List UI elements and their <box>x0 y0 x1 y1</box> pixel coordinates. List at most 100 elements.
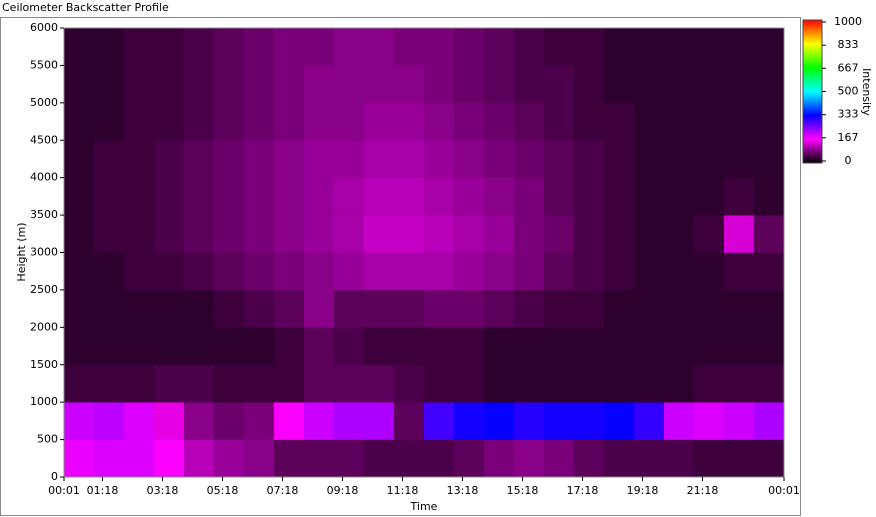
y-tick-label: 3000 <box>30 246 58 259</box>
x-tick-label: 19:18 <box>627 484 659 497</box>
heatmap-cell <box>724 289 755 328</box>
heatmap-cell <box>694 177 725 216</box>
heatmap-cell <box>634 102 665 141</box>
heatmap-cell <box>184 402 215 440</box>
heatmap-cell <box>664 28 695 66</box>
heatmap-cell <box>664 102 695 141</box>
heatmap-cell <box>334 28 365 66</box>
heatmap-cell <box>304 28 335 66</box>
heatmap-cell <box>244 140 275 178</box>
chart-title: Ceilometer Backscatter Profile <box>2 1 169 14</box>
heatmap-cell <box>334 364 365 403</box>
heatmap-cell <box>154 215 185 253</box>
heatmap-cell <box>694 439 725 478</box>
heatmap-cell <box>304 364 335 403</box>
heatmap-cell <box>64 402 95 440</box>
x-tick-label: 11:18 <box>387 484 419 497</box>
heatmap-cell <box>154 28 185 66</box>
heatmap-cell <box>94 215 125 253</box>
heatmap-cell <box>214 439 245 478</box>
heatmap-cell <box>574 402 605 440</box>
heatmap-cell <box>664 252 695 291</box>
heatmap-cell <box>604 177 635 216</box>
heatmap-cell <box>64 439 95 478</box>
heatmap-cell <box>634 140 665 178</box>
colorbar-label: Intensity <box>860 68 873 116</box>
heatmap-cell <box>574 364 605 403</box>
heatmap-cell <box>124 65 155 104</box>
heatmap-cell <box>604 102 635 141</box>
heatmap-cell <box>274 402 305 440</box>
heatmap-cell <box>424 327 455 366</box>
heatmap-cell <box>64 364 95 403</box>
heatmap-cell <box>244 65 275 104</box>
heatmap-cell <box>244 252 275 291</box>
heatmap-cell <box>574 140 605 178</box>
heatmap-cell <box>454 402 485 440</box>
heatmap-cell <box>334 402 365 440</box>
heatmap-cell <box>604 289 635 328</box>
heatmap-cell <box>724 102 755 141</box>
heatmap-cell <box>544 65 575 104</box>
heatmap-cell <box>124 140 155 178</box>
heatmap-cell <box>754 28 785 66</box>
heatmap-cell <box>604 364 635 403</box>
heatmap-cell <box>244 289 275 328</box>
heatmap-cell <box>694 252 725 291</box>
heatmap-cell <box>184 327 215 366</box>
heatmap-cell <box>424 177 455 216</box>
heatmap-cell <box>754 252 785 291</box>
heatmap-cell <box>754 327 785 366</box>
heatmap-cell <box>214 28 245 66</box>
heatmap-cell <box>634 252 665 291</box>
colorbar-tick-label: 667 <box>838 61 859 74</box>
heatmap-cell <box>364 140 395 178</box>
heatmap-cell <box>184 439 215 478</box>
heatmap-cell <box>424 140 455 178</box>
heatmap-cell <box>604 252 635 291</box>
heatmap-cell <box>394 102 425 141</box>
heatmap-cell <box>604 65 635 104</box>
heatmap-cell <box>574 177 605 216</box>
heatmap-cell <box>484 215 515 253</box>
heatmap-cell <box>664 402 695 440</box>
heatmap-cell <box>124 289 155 328</box>
heatmap-cell <box>664 289 695 328</box>
heatmap-cell <box>454 140 485 178</box>
heatmap-cell <box>694 28 725 66</box>
heatmap-cell <box>304 439 335 478</box>
x-tick-label: 21:18 <box>687 484 719 497</box>
heatmap-cell <box>454 102 485 141</box>
heatmap-cell <box>544 439 575 478</box>
heatmap-cell <box>574 65 605 104</box>
y-tick-label: 5500 <box>30 58 58 71</box>
heatmap-cell <box>394 252 425 291</box>
heatmap-cell <box>214 252 245 291</box>
heatmap-cell <box>64 327 95 366</box>
heatmap-cell <box>544 364 575 403</box>
heatmap-cell <box>574 439 605 478</box>
x-tick-label: 09:18 <box>327 484 359 497</box>
heatmap-cell <box>454 439 485 478</box>
heatmap-cell <box>484 65 515 104</box>
heatmap-cell <box>514 215 545 253</box>
colorbar <box>802 19 823 164</box>
heatmap-cell <box>334 177 365 216</box>
heatmap-cell <box>574 289 605 328</box>
heatmap-cell <box>274 439 305 478</box>
heatmap-cell <box>694 402 725 440</box>
heatmap-cell <box>664 177 695 216</box>
heatmap-cell <box>304 402 335 440</box>
heatmap-cell <box>364 364 395 403</box>
heatmap-cell <box>754 215 785 253</box>
colorbar-tick-label: 1000 <box>834 15 862 28</box>
heatmap-cell <box>214 327 245 366</box>
heatmap-cell <box>634 439 665 478</box>
heatmap-cell <box>154 402 185 440</box>
heatmap-cell <box>214 102 245 141</box>
heatmap-cell <box>154 364 185 403</box>
heatmap-cell <box>544 252 575 291</box>
heatmap-cell <box>514 289 545 328</box>
heatmap-cell <box>514 177 545 216</box>
heatmap-cell <box>394 177 425 216</box>
